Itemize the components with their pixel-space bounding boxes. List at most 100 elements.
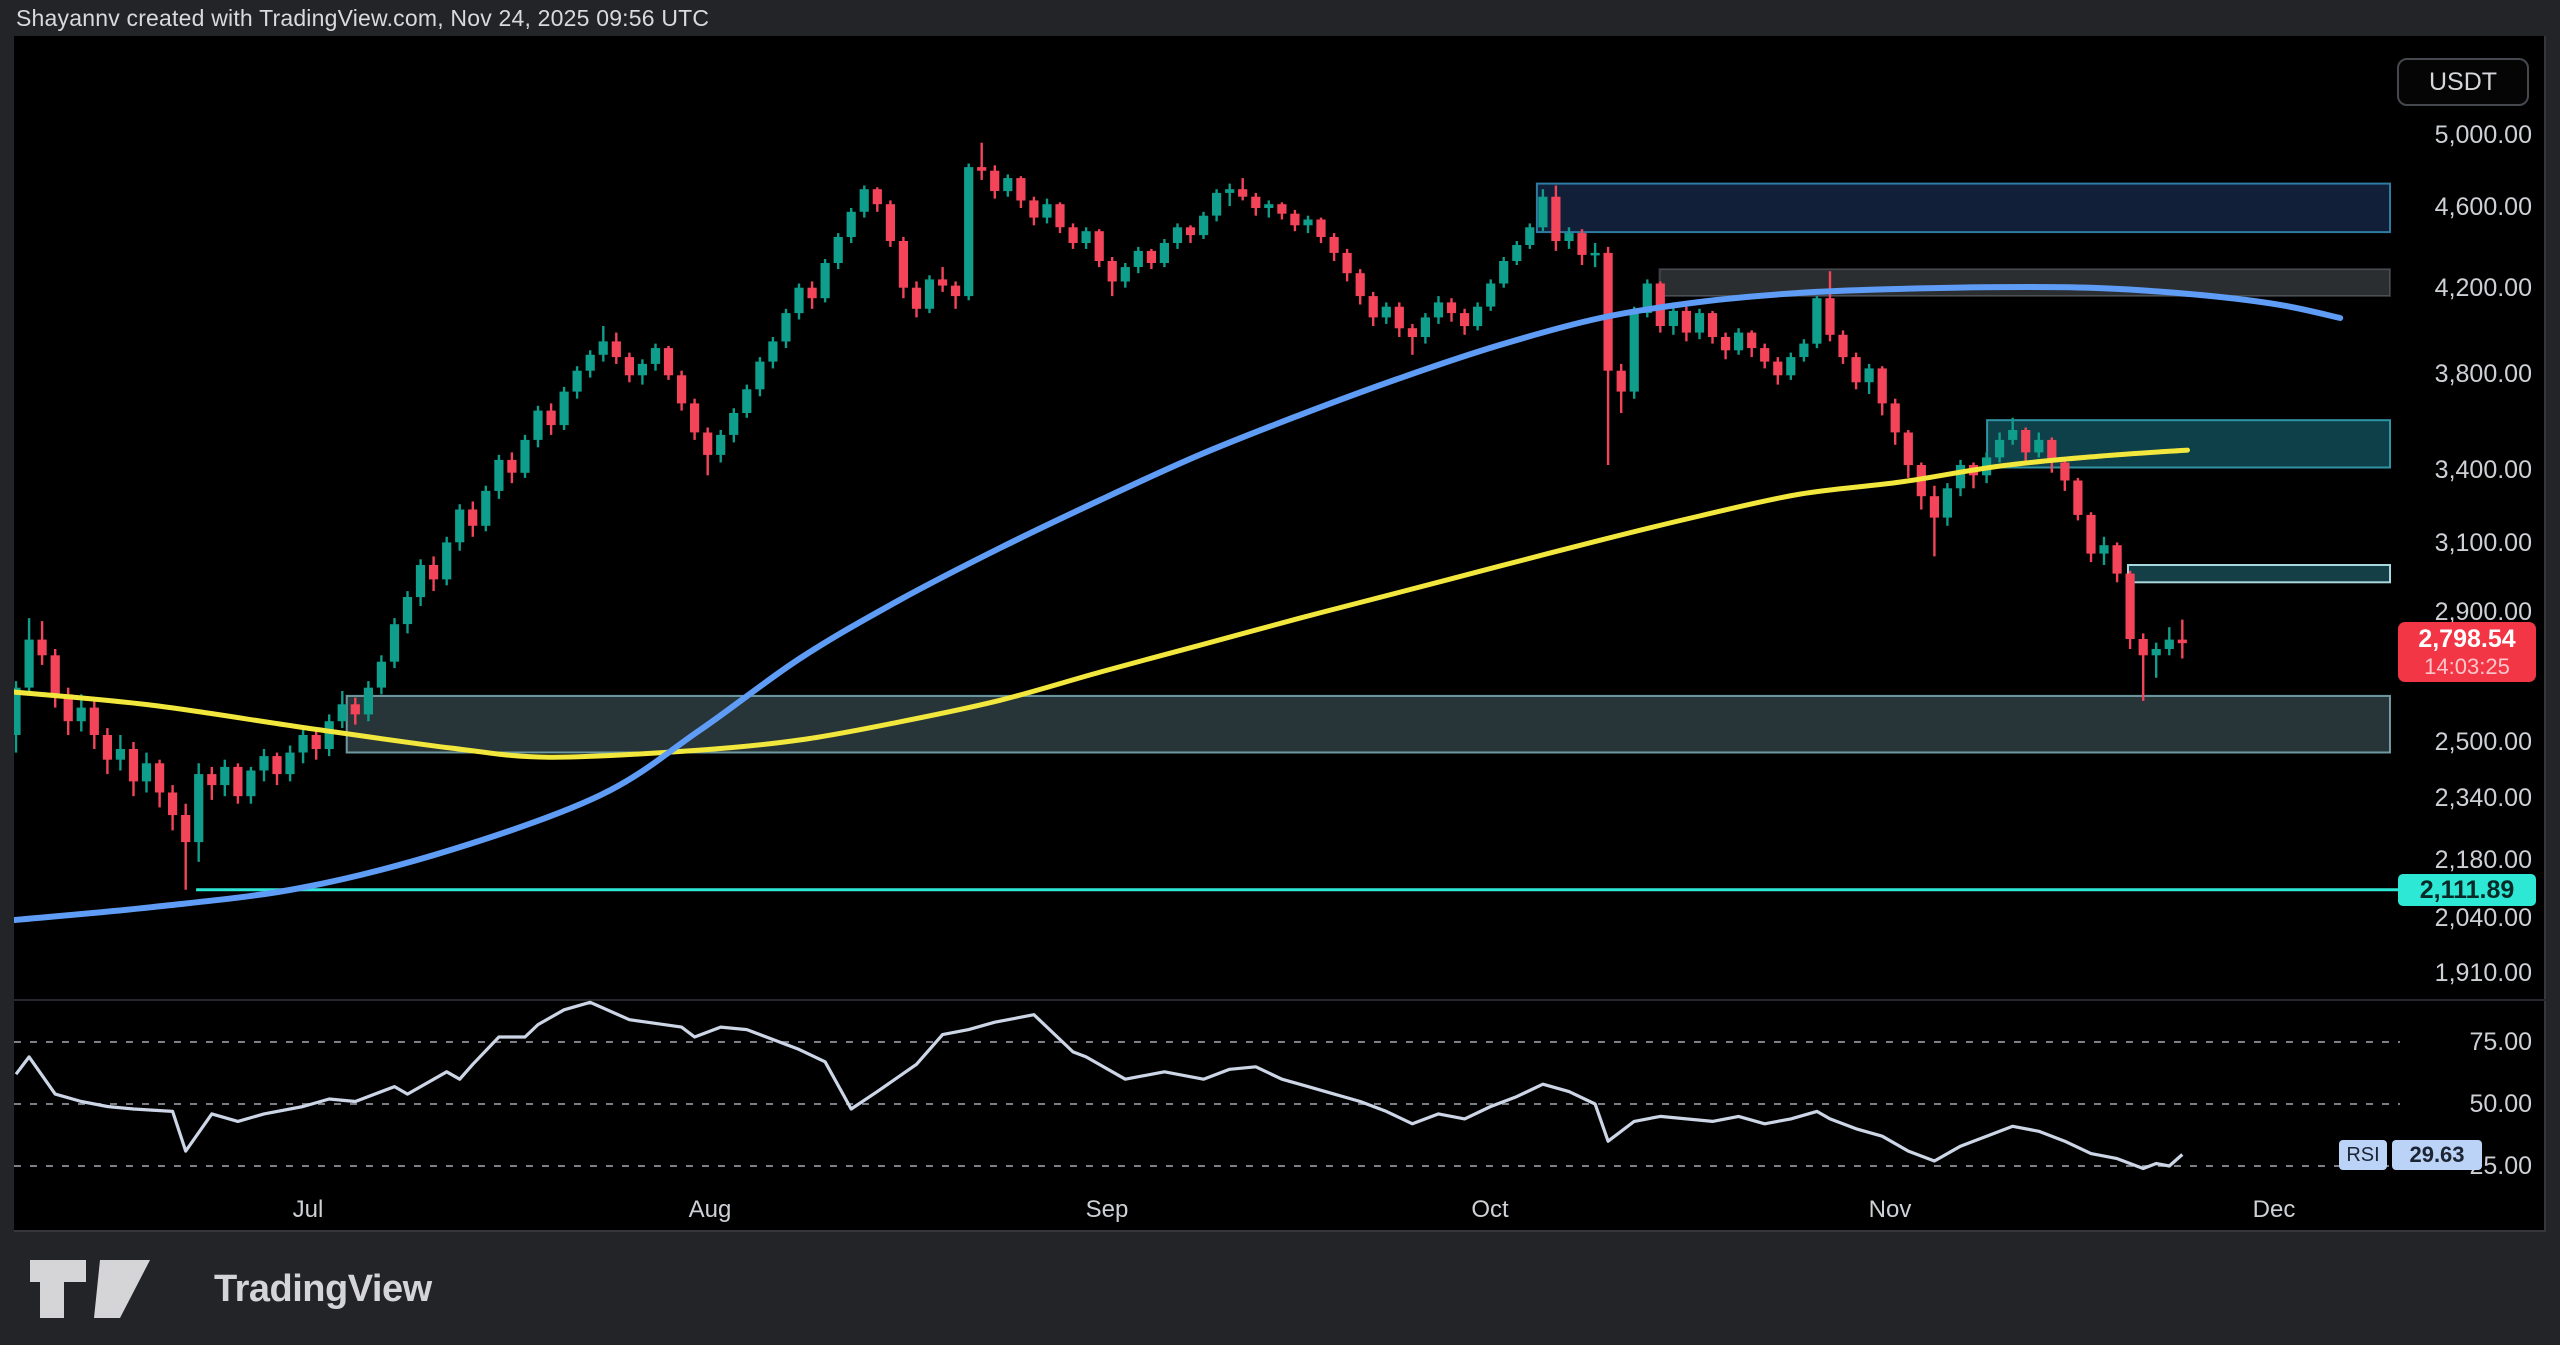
candle-body [2099,545,2109,554]
candle-body [1903,432,1913,466]
candle-body [2047,439,2057,463]
currency-toggle-button[interactable]: USDT [2397,58,2529,106]
candle-body [389,624,400,662]
candle-body [1107,261,1117,282]
candle-body [1694,313,1705,333]
candle-body [951,285,961,297]
attribution-text: Shayannv created with TradingView.com, N… [16,5,710,31]
candle-body [1512,245,1522,261]
candle-body [2164,639,2174,649]
tradingview-logo-text: TradingView [214,1267,432,1310]
candle-body [455,509,465,543]
candle-body [1094,231,1104,261]
candle-body [1212,192,1222,216]
zone-resistance-4200 [1658,268,2391,298]
candlestick-series [14,142,2187,890]
candle-body [89,707,99,735]
candle-body [207,774,217,786]
candle-body [885,204,895,241]
candle-body [1199,215,1209,236]
candle-body [820,263,830,299]
candle-body [755,361,765,390]
chart-canvas[interactable] [14,36,2546,1230]
candle-body [1420,317,1430,337]
candle-body [690,403,700,433]
candle-body [115,749,125,760]
candle-body [1342,252,1352,274]
candle-body [1629,313,1639,392]
chart-widget[interactable] [14,36,2546,1232]
candle-body [494,459,504,491]
candle-body [1642,283,1652,313]
candle-body [376,661,386,688]
candle-body [1838,334,1848,358]
candle-body [729,413,739,435]
candle-body [246,770,256,797]
rsi-value-chip: 29.63 [2392,1140,2482,1170]
candle-body [1433,302,1444,318]
candle-body [1668,310,1678,326]
tradingview-logo-icon [30,1260,150,1318]
candle-body [63,694,73,722]
candle-body [1081,231,1091,243]
candle-body [794,287,804,314]
candle-body [2138,639,2148,656]
candle-body [1225,189,1235,193]
candle-body [1016,178,1026,201]
candle-body [1538,196,1548,228]
candle-body [846,211,856,237]
candle-body [703,432,713,455]
candle-body [1486,283,1496,307]
candle-body [233,766,243,797]
candle-body [1786,357,1796,376]
candle-body [598,341,608,355]
candle-body [1264,204,1274,208]
candle-body [24,639,34,688]
candle-body [1955,465,1966,489]
candle-body [585,354,595,371]
candle-body [1172,227,1183,243]
candle-body [716,434,726,455]
candle-body [1825,298,1835,335]
candle-body [363,687,373,715]
candle-body [1355,273,1365,297]
candle-body [468,509,478,526]
candle-body [1029,200,1039,218]
candle-body [1316,219,1326,237]
candle-body [833,237,843,263]
candle-body [1551,196,1561,241]
candle-body [2008,430,2018,440]
candle-body [76,707,86,722]
candle-body [350,704,360,715]
candle-body [1303,219,1313,226]
candle-body [1721,337,1731,351]
tradingview-logo[interactable]: TradingView [30,1260,432,1318]
candle-body [14,687,21,735]
candle-body [1446,302,1457,314]
candle-body [155,763,165,793]
candle-body [742,389,752,413]
candle-body [102,735,112,760]
candle-body [807,287,817,299]
candle-body [311,735,321,749]
candle-body [1603,252,1613,371]
candle-body [911,287,922,309]
candle-body [1238,189,1248,197]
candle-body [2112,545,2122,574]
candle-body [194,774,204,843]
candle-body [533,410,543,440]
candle-body [2151,649,2161,656]
candle-body [1055,204,1065,228]
header-bar: Shayannv created with TradingView.com, N… [0,0,2560,36]
candle-body [337,704,347,722]
candle-body [663,348,674,376]
candle-body [677,375,687,404]
candle-body [624,357,634,376]
candle-body [128,749,139,782]
candle-body [1381,306,1391,318]
candle-body [2021,430,2031,453]
candle-body [990,170,1000,191]
candle-body [429,565,439,580]
candle-body [1929,496,1939,518]
rsi-label-chip[interactable]: RSI [2339,1140,2387,1170]
